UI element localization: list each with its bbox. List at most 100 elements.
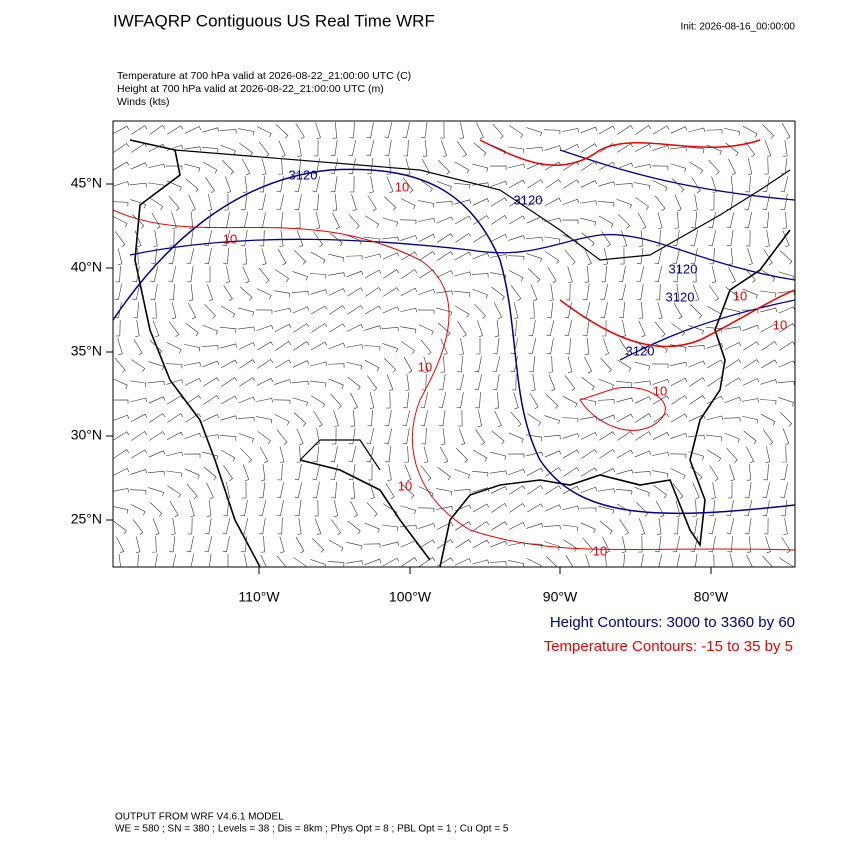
- wind-barb: [454, 290, 471, 297]
- wind-barb: [526, 146, 543, 152]
- wind-barb: [402, 177, 414, 193]
- wind-barb: [184, 344, 201, 352]
- wind-barb: [706, 305, 722, 318]
- wind-barb: [477, 320, 483, 338]
- wind-barb: [367, 409, 373, 427]
- temperature-contour-label: 10: [773, 317, 787, 332]
- wind-barb: [490, 180, 508, 188]
- wind-barb: [184, 163, 201, 172]
- wind-barb: [366, 428, 375, 445]
- wind-barb: [171, 212, 177, 230]
- wind-barb: [366, 140, 375, 157]
- wind-barb: [350, 482, 356, 499]
- wind-barb: [507, 255, 525, 261]
- wind-barb: [202, 451, 219, 460]
- wind-barb: [276, 176, 284, 193]
- wind-barb: [149, 340, 163, 355]
- wind-barb: [616, 503, 632, 516]
- wind-barb: [654, 536, 662, 553]
- wind-barb: [565, 555, 574, 567]
- wind-barb: [759, 399, 777, 405]
- wind-barb: [167, 485, 182, 498]
- wind-barb: [436, 290, 453, 295]
- wind-barb: [709, 247, 715, 265]
- wind-barb: [638, 320, 646, 338]
- wind-barb: [598, 505, 615, 514]
- wind-barb: [674, 211, 679, 229]
- wind-barb: [744, 212, 752, 229]
- wind-barb: [508, 163, 526, 169]
- wind-barb: [346, 541, 363, 550]
- wind-barb: [580, 398, 597, 406]
- wind-barb: [508, 432, 524, 443]
- wind-barb: [115, 319, 121, 337]
- wind-barb: [437, 233, 454, 243]
- wind-barb: [240, 500, 248, 517]
- wind-barb: [526, 451, 544, 457]
- wind-barb: [275, 269, 289, 283]
- wind-barb: [188, 302, 197, 320]
- wind-barb: [203, 377, 220, 387]
- wind-barb: [383, 196, 397, 211]
- wind-barb: [261, 464, 266, 481]
- wind-barb: [562, 524, 579, 532]
- wind-barb: [616, 449, 634, 459]
- wind-barb: [670, 361, 687, 367]
- wind-barb: [634, 380, 651, 385]
- wind-barb: [728, 158, 736, 176]
- wind-barb: [651, 165, 669, 171]
- wind-barb: [563, 467, 580, 477]
- wind-barb: [761, 269, 776, 282]
- wind-barb: [186, 536, 194, 553]
- wind-barb: [297, 140, 302, 157]
- wind-barb: [708, 212, 716, 229]
- wind-barb: [331, 481, 337, 499]
- wind-barb: [224, 176, 232, 194]
- wind-barb: [148, 163, 166, 169]
- wind-barb: [581, 449, 598, 459]
- wind-barb: [743, 359, 760, 369]
- wind-barb: [597, 399, 615, 404]
- wind-barb: [313, 411, 323, 428]
- wind-barb: [760, 307, 778, 313]
- wind-barb: [706, 395, 724, 405]
- wind-barb: [238, 396, 256, 404]
- wind-barb: [616, 489, 633, 495]
- wind-barb: [405, 158, 411, 176]
- wind-barb: [657, 212, 663, 230]
- wind-barb: [529, 356, 536, 373]
- wind-barb: [744, 267, 756, 283]
- wind-barb: [220, 435, 237, 441]
- wind-barb: [616, 413, 634, 423]
- wind-barb: [277, 248, 287, 266]
- wind-barb: [619, 339, 629, 356]
- wind-barb: [724, 326, 741, 331]
- wind-barb: [781, 158, 788, 175]
- wind-barb: [436, 521, 454, 530]
- wind-barb: [329, 323, 346, 333]
- wind-barb: [562, 433, 580, 439]
- wind-barb: [707, 377, 724, 387]
- wind-barb: [782, 428, 790, 446]
- wind-barb: [639, 230, 644, 247]
- wind-barb: [713, 553, 715, 567]
- wind-barb: [294, 176, 303, 193]
- wind-barb: [544, 161, 562, 171]
- temperature-contour-label: 10: [593, 543, 607, 558]
- wind-barb: [292, 397, 309, 407]
- wind-barb: [130, 199, 147, 209]
- wind-barb: [692, 284, 700, 302]
- wind-barb: [747, 158, 753, 175]
- wind-barb: [257, 359, 274, 369]
- wind-barb: [224, 193, 229, 211]
- wind-barb: [635, 340, 649, 355]
- wind-barb: [204, 230, 213, 247]
- wind-barb: [186, 230, 194, 247]
- wind-barb: [527, 413, 542, 426]
- wind-barb: [437, 557, 454, 567]
- wind-barb: [315, 212, 321, 229]
- wind-barb: [763, 212, 770, 229]
- wind-barb: [256, 398, 273, 403]
- wind-barb: [456, 374, 465, 391]
- wind-barb: [309, 273, 327, 279]
